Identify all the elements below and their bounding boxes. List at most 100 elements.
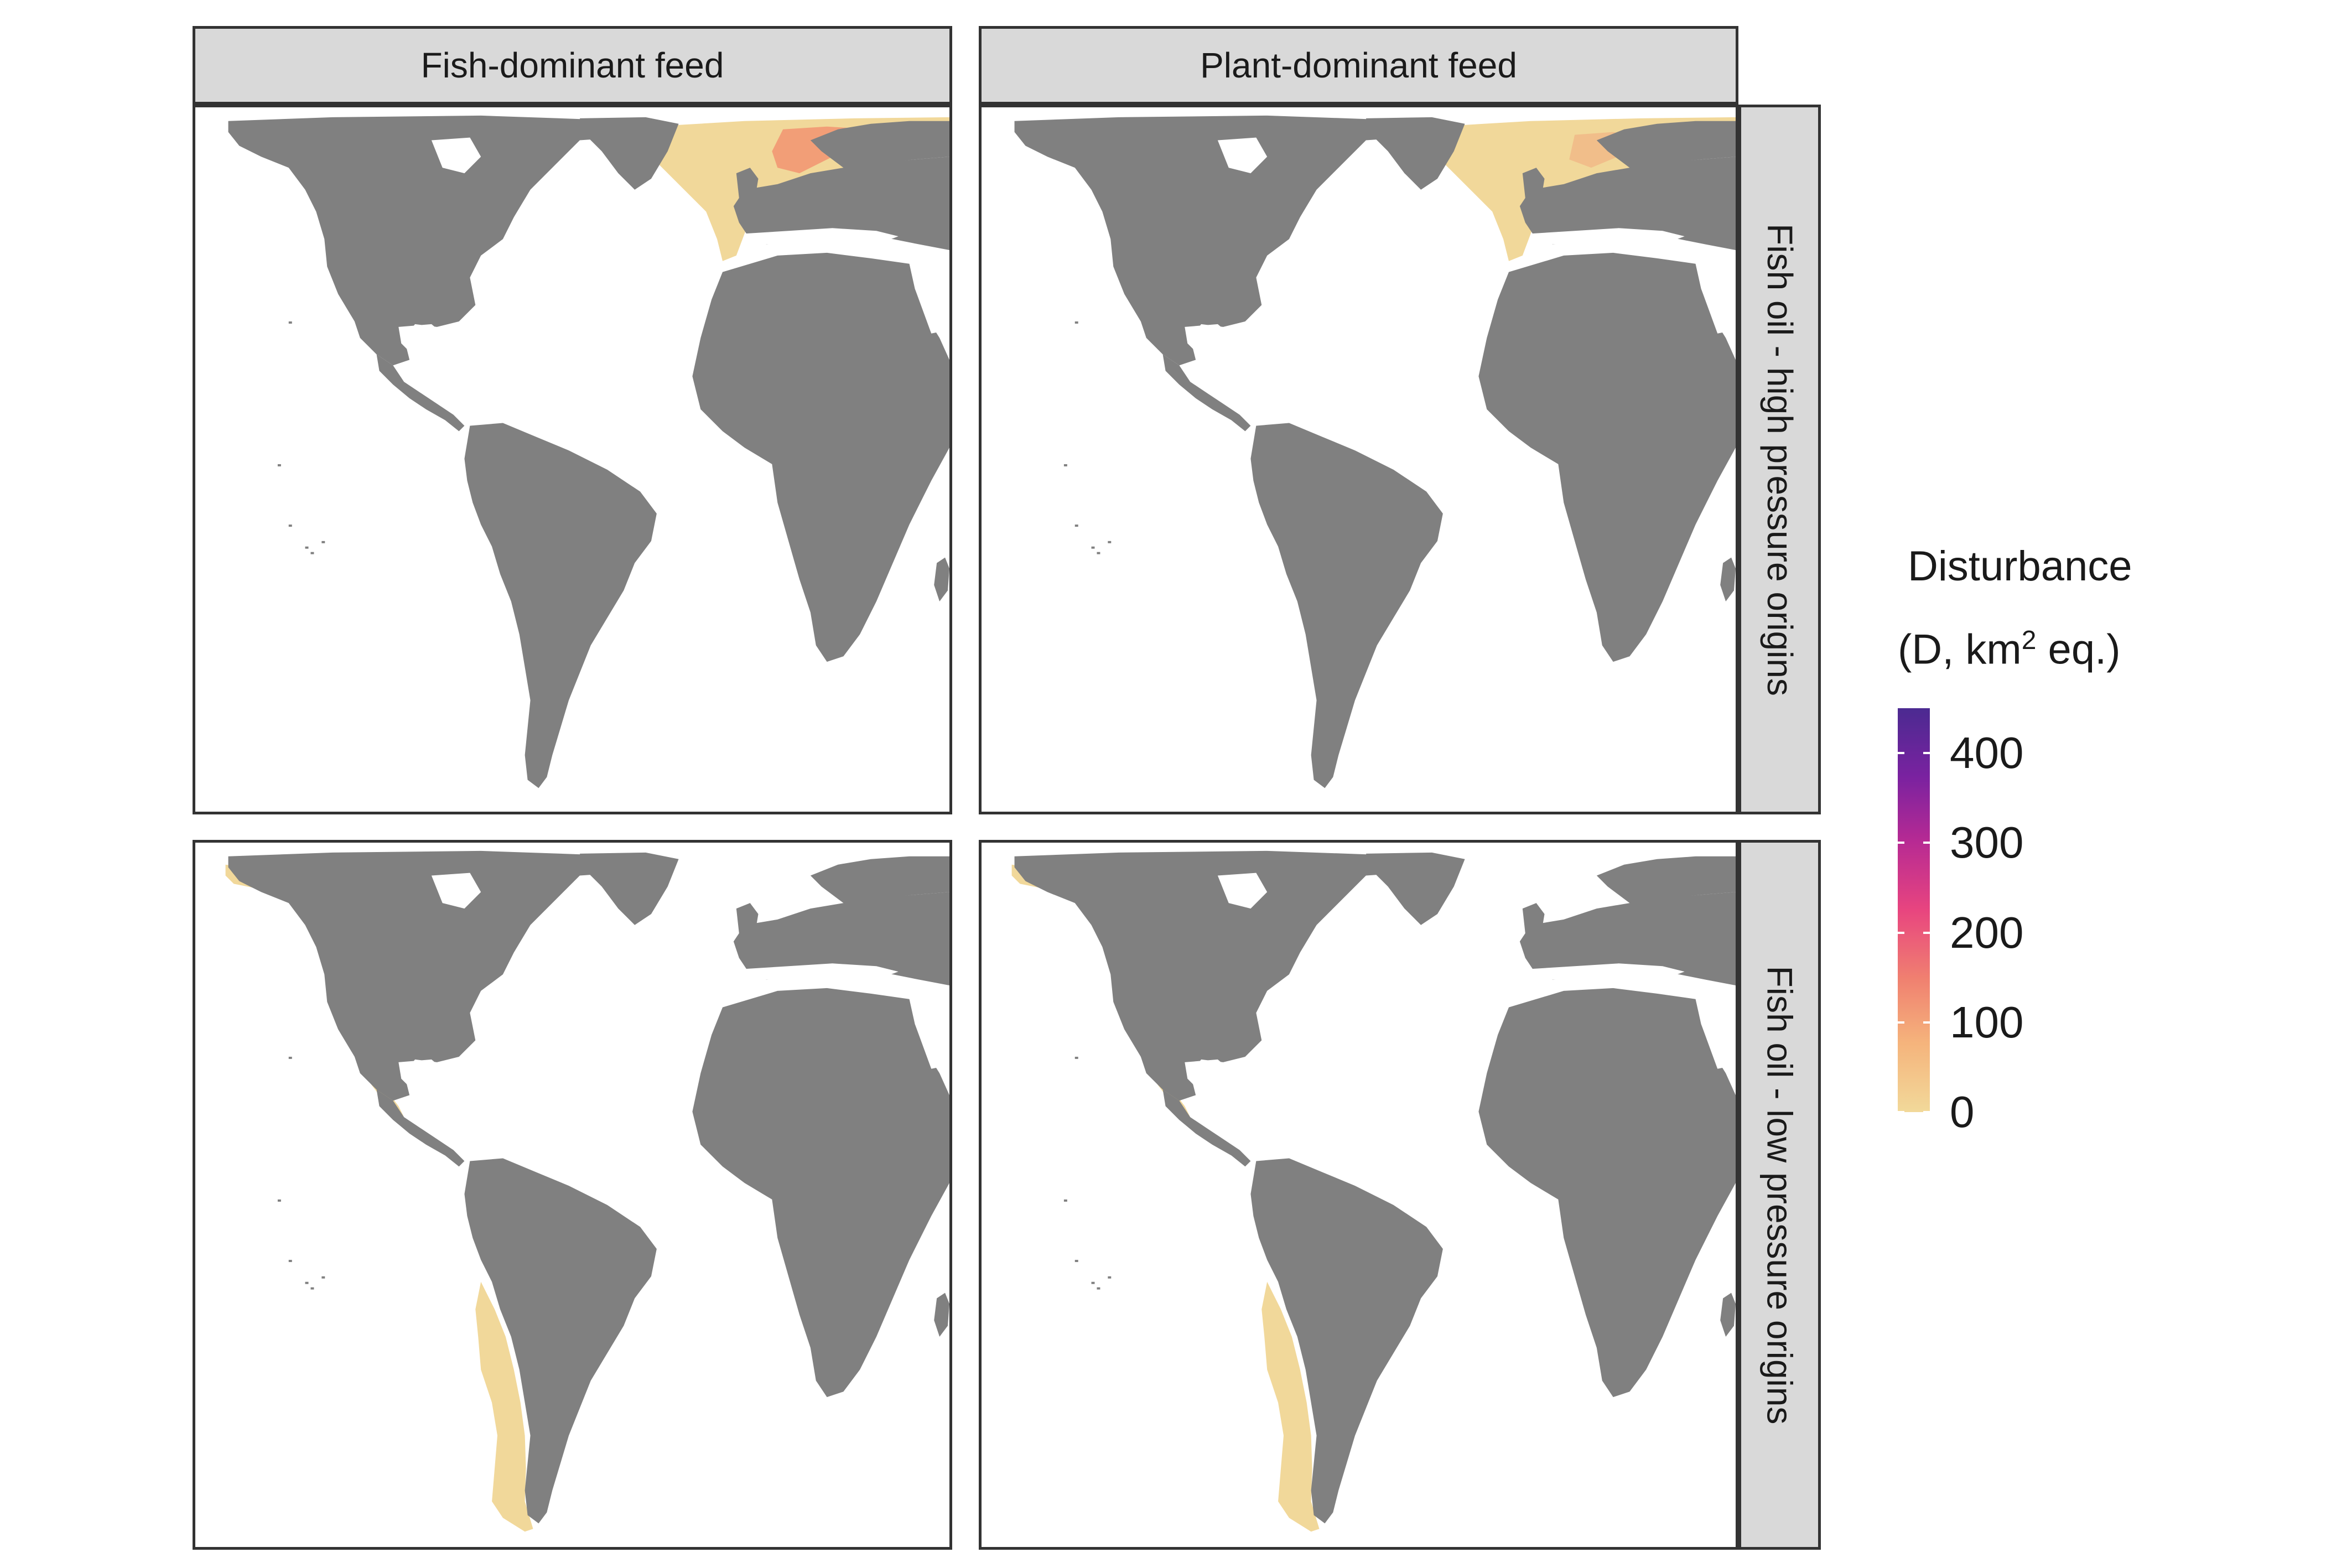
- facet-label-high-pressure: Fish oil - high pressure origins: [1759, 223, 1800, 696]
- facet-label-plant-dominant: Plant-dominant feed: [1200, 45, 1517, 85]
- mediterranean-sea: [1530, 228, 1685, 246]
- north-america-landmass: [1014, 115, 1421, 366]
- gulf-of-mexico: [398, 1059, 448, 1093]
- pacific-island: [277, 1199, 281, 1202]
- north-america-landmass: [228, 115, 635, 366]
- pacific-island: [1074, 525, 1078, 527]
- pacific-island: [288, 525, 292, 527]
- pacific-island: [321, 1276, 325, 1279]
- pacific-island: [1074, 1260, 1078, 1263]
- facet-strip-plant-dominant: Plant-dominant feed: [979, 26, 1738, 105]
- greenland-landmass: [579, 117, 679, 190]
- pacific-island: [1108, 1276, 1112, 1279]
- central-america-landmass: [1162, 354, 1251, 432]
- british-isles-landmass: [1522, 168, 1545, 204]
- legend-colorbar: [1898, 708, 1930, 1112]
- pacific-island: [1074, 1056, 1078, 1059]
- pacific-island: [305, 546, 309, 549]
- legend-tick-label: 0: [1950, 1087, 1975, 1136]
- south-america-landmass: [464, 423, 657, 788]
- south-america-landmass: [1250, 1158, 1443, 1524]
- pacific-island: [310, 1287, 314, 1290]
- arctic-islands-landmass: [1146, 121, 1322, 141]
- scandinavia-landmass: [1596, 856, 1736, 904]
- pacific-island: [321, 541, 325, 543]
- pacific-island: [305, 1281, 309, 1284]
- south-america-landmass: [464, 1158, 657, 1524]
- red-sea: [915, 1024, 937, 1069]
- pacific-island: [288, 1260, 292, 1263]
- scandinavia-landmass: [810, 121, 949, 168]
- pacific-island: [288, 321, 292, 324]
- map-svg: [1014, 115, 1736, 788]
- map-panel-fish-high: [193, 105, 952, 814]
- madagascar-landmass: [934, 557, 949, 601]
- north-america-landmass: [228, 850, 635, 1101]
- legend-tick-mark: [1898, 1111, 1904, 1113]
- pacific-island: [1063, 1199, 1067, 1202]
- pacific-island: [277, 464, 281, 466]
- europe-landmass: [733, 157, 949, 250]
- facet-label-low-pressure: Fish oil - low pressure origins: [1759, 965, 1800, 1424]
- legend-subtitle: (D, km2 eq.): [1898, 626, 2121, 673]
- legend-tick-mark: [1923, 1111, 1930, 1113]
- pacific-island: [1063, 464, 1067, 466]
- pacific-island: [1097, 552, 1100, 554]
- british-isles-landmass: [1522, 903, 1545, 939]
- mediterranean-sea: [1530, 963, 1685, 982]
- legend-tick-label: 200: [1950, 907, 2024, 957]
- red-sea: [915, 288, 937, 334]
- pacific-island: [1091, 1281, 1095, 1284]
- scandinavia-landmass: [810, 856, 949, 904]
- red-sea: [1701, 1024, 1723, 1069]
- pacific-island: [1108, 541, 1112, 543]
- greenland-landmass: [1365, 852, 1465, 925]
- legend-tick-mark: [1898, 752, 1904, 755]
- central-america-landmass: [1162, 1089, 1251, 1167]
- africa-landmass: [692, 252, 949, 662]
- humboldt-coast-disturbance: [1261, 1281, 1320, 1532]
- arctic-islands-landmass: [360, 121, 536, 141]
- hudson-bay: [1217, 873, 1268, 909]
- red-sea: [1701, 288, 1723, 334]
- facet-strip-high-pressure: Fish oil - high pressure origins: [1738, 105, 1821, 814]
- legend-tick-label: 100: [1950, 997, 2024, 1047]
- legend-tick-mark: [1898, 931, 1904, 934]
- arctic-islands-landmass: [1146, 856, 1322, 876]
- madagascar-landmass: [934, 1292, 949, 1337]
- africa-landmass: [692, 988, 949, 1398]
- pacific-island: [1074, 321, 1078, 324]
- british-isles-landmass: [736, 168, 759, 204]
- madagascar-landmass: [1720, 557, 1736, 601]
- british-isles-landmass: [736, 903, 759, 939]
- hudson-bay: [431, 137, 481, 174]
- africa-landmass: [1478, 988, 1736, 1398]
- map-panel-fish-low: [193, 840, 952, 1550]
- map-svg: [1011, 850, 1736, 1532]
- pacific-island: [310, 552, 314, 554]
- europe-landmass: [1519, 157, 1736, 250]
- gulf-of-mexico: [1185, 324, 1234, 357]
- greenland-landmass: [1365, 117, 1465, 190]
- mediterranean-sea: [744, 963, 899, 982]
- legend-tick-mark: [1898, 842, 1904, 844]
- map-svg: [228, 115, 949, 788]
- facet-strip-fish-dominant: Fish-dominant feed: [193, 26, 952, 105]
- africa-landmass: [1478, 252, 1736, 662]
- legend-tick-label: 300: [1950, 818, 2024, 868]
- gulf-of-mexico: [1185, 1059, 1234, 1093]
- madagascar-landmass: [1720, 1292, 1736, 1337]
- hudson-bay: [431, 873, 481, 909]
- arctic-islands-landmass: [360, 856, 536, 876]
- central-america-landmass: [376, 354, 465, 432]
- legend-tick-mark: [1923, 931, 1930, 934]
- pacific-island: [288, 1056, 292, 1059]
- legend-tick-mark: [1923, 1021, 1930, 1024]
- scandinavia-landmass: [1596, 121, 1736, 168]
- greenland-landmass: [579, 852, 679, 925]
- legend-tick-label: 400: [1950, 728, 2024, 778]
- facet-strip-low-pressure: Fish oil - low pressure origins: [1738, 840, 1821, 1550]
- south-america-landmass: [1250, 423, 1443, 788]
- legend-title: Disturbance: [1908, 543, 2132, 590]
- legend-tick-mark: [1923, 842, 1930, 844]
